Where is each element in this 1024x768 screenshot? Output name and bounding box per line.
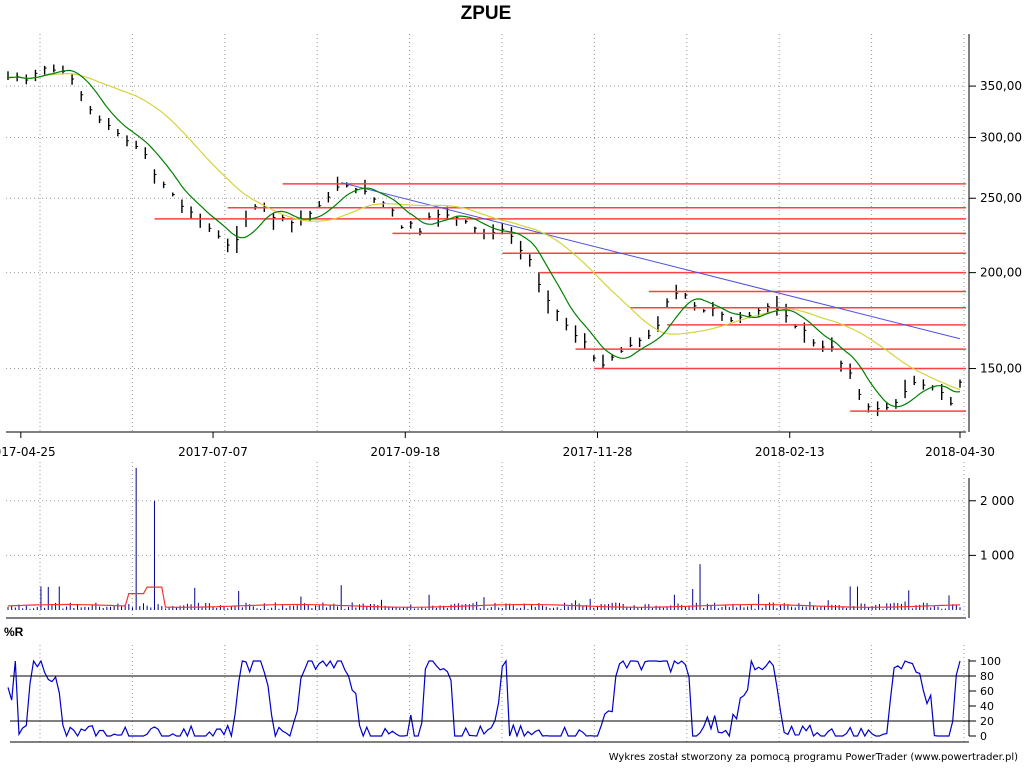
price-x-tick-label: 2018-04-30 (925, 445, 995, 459)
indicator-y-tick-label: 40 (980, 700, 994, 713)
indicator-y-tick-label: 60 (980, 685, 994, 698)
price-panel: 350,00 300,00 250,00 200,00 150,00 2017-04-25… (0, 34, 1022, 459)
indicator-grid (39, 645, 965, 742)
volume-y-tick-label: 1 000 (980, 548, 1014, 562)
indicator-y-tick-label: 20 (980, 715, 994, 728)
volume-average-line (7, 586, 961, 608)
volume-axes: 2 000 1 000 (6, 478, 1014, 619)
williams-r-line (7, 658, 961, 739)
price-y-tick-label: 350,00 (980, 79, 1022, 93)
footer-credit: Wykres został stworzony za pomocą progra… (609, 752, 1018, 763)
indicator-axes: 100 80 60 40 20 0 (10, 655, 1001, 743)
price-x-tick-label: 2017-09-18 (370, 445, 440, 459)
price-y-tick-label: 200,00 (980, 266, 1022, 280)
volume-panel: 2 000 1 000 (6, 462, 1014, 619)
indicator-y-tick-label: 0 (980, 730, 987, 743)
ma-long-line (7, 73, 961, 391)
price-y-tick-label: 250,00 (980, 191, 1022, 205)
volume-bars (7, 468, 961, 610)
price-y-tick-label: 150,00 (980, 362, 1022, 376)
price-y-tick-label: 300,00 (980, 130, 1022, 144)
price-x-tick-label: 2017-04-25 (0, 445, 56, 459)
price-x-tick-label: 2018-02-13 (755, 445, 825, 459)
volume-y-tick-label: 2 000 (980, 494, 1014, 508)
indicator-label: %R (4, 625, 24, 639)
price-x-tick-label: 2017-07-07 (178, 445, 248, 459)
indicator-panel: %R 100 80 60 40 20 0 (4, 625, 1001, 743)
chart-title: ZPUE (461, 3, 512, 24)
trendline (341, 182, 961, 340)
price-axes: 350,00 300,00 250,00 200,00 150,00 2017-04-25… (0, 34, 1022, 459)
ma-short-line (7, 69, 961, 408)
indicator-y-tick-label: 100 (980, 655, 1001, 668)
price-bars (7, 64, 962, 417)
support-resistance-lines (154, 183, 966, 412)
indicator-y-tick-label: 80 (980, 670, 994, 683)
price-x-tick-label: 2017-11-28 (563, 445, 633, 459)
volume-grid (6, 462, 966, 618)
